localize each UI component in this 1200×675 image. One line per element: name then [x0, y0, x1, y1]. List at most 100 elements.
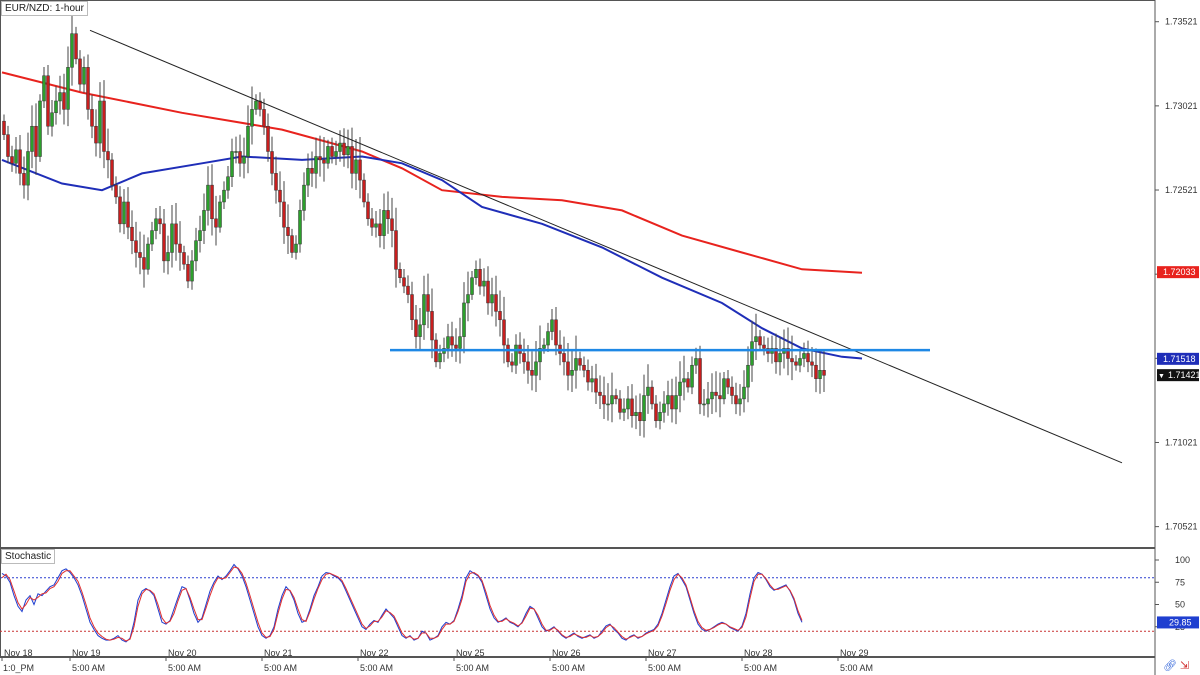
price-tag	[1157, 352, 1199, 365]
bullish-candle	[778, 353, 782, 363]
bearish-candle	[454, 344, 458, 349]
bearish-candle	[586, 370, 590, 383]
oscillator-panel-frame	[0, 548, 1156, 657]
bearish-candle	[554, 319, 558, 346]
bullish-candle	[374, 223, 378, 228]
bullish-candle	[222, 189, 226, 203]
bearish-candle	[78, 58, 82, 85]
bullish-candle	[610, 395, 614, 405]
bullish-candle	[574, 358, 578, 371]
bearish-candle	[174, 223, 178, 245]
bullish-candle	[194, 240, 198, 262]
bearish-candle	[566, 361, 570, 376]
bearish-candle	[786, 348, 790, 359]
bullish-candle	[30, 125, 34, 152]
bullish-candle	[326, 146, 330, 164]
bearish-candle	[638, 412, 642, 422]
bullish-candle	[254, 100, 258, 110]
price-tag-marker: ▼	[1158, 373, 1165, 380]
bullish-candle	[706, 398, 710, 405]
bullish-candle	[658, 412, 662, 422]
bearish-candle	[238, 151, 242, 164]
bullish-candle	[354, 159, 358, 174]
stochastic-line	[1, 566, 803, 642]
bearish-candle	[350, 146, 354, 174]
osc-value-tag	[1157, 616, 1199, 629]
bullish-candle	[146, 243, 150, 270]
bearish-candle	[578, 358, 582, 366]
bearish-candle	[290, 235, 294, 253]
x-tick-label: 5:00 AM	[840, 663, 873, 673]
bearish-candle	[502, 319, 506, 346]
bullish-candle	[58, 92, 62, 102]
link-icon[interactable]: 🔗︎	[1163, 660, 1177, 672]
x-tick-label: 5:00 AM	[744, 663, 777, 673]
bearish-candle	[18, 149, 22, 174]
x-tick-label: Nov 26	[552, 648, 581, 658]
bearish-candle	[278, 189, 282, 203]
bearish-candle	[402, 277, 406, 287]
bearish-candle	[322, 159, 326, 164]
bullish-candle	[438, 353, 442, 363]
bullish-candle	[26, 151, 30, 186]
chart-title: EUR/NZD: 1-hour	[1, 1, 88, 16]
x-tick-label: Nov 19	[72, 648, 101, 658]
bearish-candle	[614, 395, 618, 400]
bullish-candle	[570, 370, 574, 376]
bearish-candle	[74, 33, 78, 60]
bullish-candle	[538, 348, 542, 363]
bullish-candle	[666, 395, 670, 405]
bearish-candle	[258, 100, 262, 110]
bullish-candle	[346, 146, 350, 156]
bullish-candle	[218, 201, 222, 228]
bullish-candle	[710, 391, 714, 400]
bullish-candle	[674, 395, 678, 410]
bearish-candle	[698, 358, 702, 405]
bullish-candle	[542, 344, 546, 349]
bearish-candle	[406, 285, 410, 295]
x-tick-label: Nov 27	[648, 648, 677, 658]
bearish-candle	[342, 142, 346, 156]
bullish-candle	[418, 324, 422, 337]
bearish-candle	[390, 218, 394, 231]
bearish-candle	[670, 395, 674, 410]
bearish-candle	[262, 109, 266, 127]
bearish-candle	[94, 125, 98, 144]
bearish-candle	[758, 336, 762, 346]
bullish-candle	[82, 67, 86, 85]
osc-y-tick-label: 100	[1175, 555, 1190, 565]
bullish-candle	[14, 149, 18, 164]
bearish-candle	[562, 353, 566, 363]
bullish-candle	[590, 378, 594, 383]
bearish-candle	[426, 294, 430, 312]
bullish-candle	[754, 336, 758, 342]
bearish-candle	[142, 257, 146, 270]
bearish-candle	[158, 218, 162, 225]
x-tick-label: Nov 18	[4, 648, 33, 658]
bearish-candle	[186, 263, 190, 282]
y-tick-label: 1.73021	[1165, 101, 1198, 111]
bullish-candle	[50, 112, 54, 127]
bearish-candle	[126, 201, 130, 228]
bullish-candle	[818, 370, 822, 379]
scroll-right-icon[interactable]: ⇲	[1180, 660, 1190, 672]
bearish-candle	[398, 269, 402, 278]
bearish-candle	[118, 196, 122, 225]
bearish-candle	[386, 210, 390, 220]
bearish-candle	[526, 361, 530, 371]
bullish-candle	[242, 156, 246, 164]
bearish-candle	[630, 398, 634, 416]
x-tick-label: Nov 28	[744, 648, 773, 658]
bullish-candle	[166, 252, 170, 262]
x-tick-label: 5:00 AM	[168, 663, 201, 673]
bearish-candle	[410, 294, 414, 321]
bullish-candle	[202, 210, 206, 231]
bearish-candle	[106, 151, 110, 161]
bullish-candle	[314, 156, 318, 174]
bullish-candle	[678, 381, 682, 396]
bullish-candle	[462, 302, 466, 337]
bullish-candle	[298, 210, 302, 245]
ma-200-line	[1, 71, 863, 274]
bearish-candle	[270, 151, 274, 174]
bullish-candle	[302, 184, 306, 211]
